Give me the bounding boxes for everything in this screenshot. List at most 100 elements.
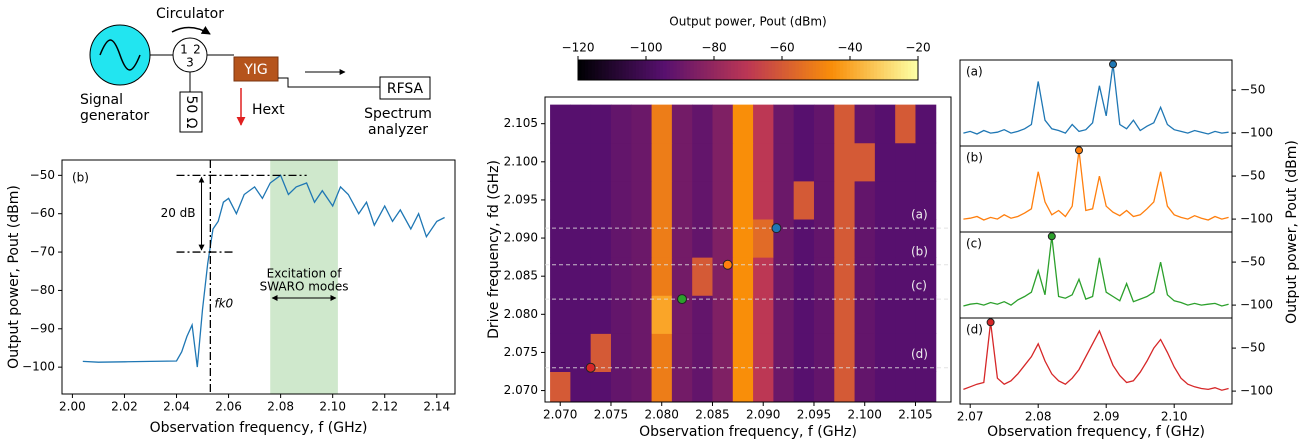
colorbar-step bbox=[816, 60, 820, 80]
colorbar-step bbox=[873, 60, 878, 80]
heatmap-cell bbox=[692, 333, 713, 372]
heatmap-cell bbox=[773, 142, 795, 182]
heatmap-cell bbox=[631, 142, 653, 182]
colorbar-step bbox=[914, 60, 919, 80]
colorbar-step bbox=[605, 60, 610, 80]
heatmap-cell bbox=[631, 295, 653, 334]
colorbar-step bbox=[734, 60, 739, 80]
colorbar-step bbox=[768, 60, 773, 80]
colorbar-step bbox=[646, 60, 650, 80]
rfsa-box bbox=[379, 76, 431, 100]
x-tick-label: 2.080 bbox=[645, 408, 679, 422]
heatmap-cell bbox=[793, 104, 815, 144]
x-tick-label: 2.08 bbox=[267, 400, 294, 414]
plot-frame bbox=[959, 317, 1233, 405]
port-label: 1 bbox=[180, 43, 188, 57]
heatmap-cell bbox=[712, 104, 734, 144]
heatmap-cell bbox=[732, 371, 754, 402]
data-line bbox=[963, 236, 1229, 307]
colorbar-step bbox=[717, 60, 722, 80]
heatmap-cell bbox=[854, 371, 876, 402]
colorbar-step bbox=[880, 60, 885, 80]
colorbar-step bbox=[829, 60, 834, 80]
heatmap-cell bbox=[834, 371, 856, 402]
plot-frame bbox=[61, 159, 456, 395]
heatmap-cell bbox=[793, 371, 815, 402]
y-tick-label: −100 bbox=[1240, 126, 1273, 140]
heatmap-cell bbox=[834, 104, 856, 144]
x-tick-label: 2.00 bbox=[59, 400, 86, 414]
heatmap-cell bbox=[590, 219, 612, 258]
heatmap-cells bbox=[550, 104, 937, 402]
heatmap-cell bbox=[610, 104, 632, 144]
heatmap-cell bbox=[874, 104, 896, 144]
yig-box bbox=[233, 56, 279, 82]
colorbar-step bbox=[744, 60, 749, 80]
colorbar-step bbox=[850, 60, 854, 80]
heatmap-cell bbox=[692, 180, 713, 220]
x-tick-label: 2.100 bbox=[848, 408, 882, 422]
heatmap-cell bbox=[712, 142, 734, 182]
heatmap-cell bbox=[813, 257, 835, 296]
marker-point bbox=[771, 223, 782, 234]
heatmap-cell bbox=[631, 104, 653, 144]
colorbar-step bbox=[588, 60, 593, 80]
colorbar-step bbox=[890, 60, 895, 80]
colorbar-step bbox=[656, 60, 661, 80]
heatmap-cell bbox=[712, 180, 734, 220]
heatmap-cell bbox=[732, 180, 754, 220]
colorbar-step bbox=[693, 60, 698, 80]
y-tick-label: 2.070 bbox=[504, 383, 538, 397]
colorbar-step bbox=[629, 60, 633, 80]
heatmap-cell bbox=[895, 142, 916, 182]
colorbar-step bbox=[792, 60, 797, 80]
colorbar-step bbox=[632, 60, 637, 80]
heatmap-cell bbox=[570, 257, 592, 296]
colorbar-step bbox=[751, 60, 756, 80]
colorbar-step bbox=[601, 60, 606, 80]
heatmap-cell bbox=[590, 333, 612, 372]
marker-label: (b) bbox=[911, 244, 928, 258]
colorbar-step bbox=[710, 60, 715, 80]
heatmap-cell bbox=[753, 333, 774, 372]
heatmap-cell bbox=[631, 257, 653, 296]
data-line bbox=[82, 174, 445, 368]
heatmap-cell bbox=[631, 371, 653, 402]
x-tick-label: 2.07 bbox=[957, 410, 984, 424]
heatmap-cell bbox=[692, 257, 713, 296]
heatmap-cell bbox=[590, 295, 612, 334]
heatmap-cell bbox=[550, 142, 571, 182]
heatmap-cell bbox=[753, 142, 774, 182]
heatmap-cell bbox=[712, 371, 734, 402]
heatmap-cell bbox=[651, 371, 673, 402]
heatmap-cell bbox=[753, 219, 774, 258]
x-tick-label: 2.070 bbox=[543, 408, 577, 422]
colorbar-step bbox=[870, 60, 875, 80]
heatmap-cell bbox=[651, 333, 673, 372]
x-tick-label: 2.075 bbox=[594, 408, 628, 422]
heatmap-cell bbox=[915, 180, 937, 220]
y-tick-label: −90 bbox=[30, 321, 55, 335]
heatmap-cell bbox=[570, 180, 592, 220]
heatmap-cell bbox=[712, 295, 734, 334]
data-line bbox=[963, 322, 1229, 391]
colorbar-step bbox=[625, 60, 630, 80]
heatmap-cell bbox=[813, 371, 835, 402]
heatmap-cell bbox=[732, 142, 754, 182]
heatmap-cell bbox=[895, 180, 916, 220]
y-tick-label: 2.090 bbox=[504, 231, 538, 245]
y-tick-label: 2.075 bbox=[504, 345, 538, 359]
colorbar-tick-label: −100 bbox=[630, 41, 663, 55]
colorbar-step bbox=[775, 60, 780, 80]
heatmap-cell bbox=[773, 180, 795, 220]
heatmap-cell bbox=[610, 295, 632, 334]
colorbar-step bbox=[680, 60, 684, 80]
y-tick-label: −60 bbox=[30, 206, 55, 220]
heatmap-cell bbox=[610, 142, 632, 182]
panel-label: (d) bbox=[966, 323, 983, 337]
y-tick-label: 2.085 bbox=[504, 269, 538, 283]
heatmap-cell bbox=[753, 104, 774, 144]
heatmap-cell bbox=[813, 180, 835, 220]
colorbar-step bbox=[659, 60, 664, 80]
colorbar-step bbox=[683, 60, 688, 80]
